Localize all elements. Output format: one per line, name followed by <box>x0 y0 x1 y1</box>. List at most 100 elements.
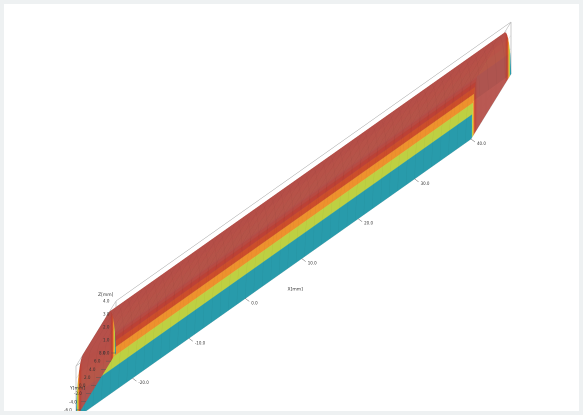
mesh-line <box>405 78 447 185</box>
surface-end-cap <box>472 102 473 138</box>
surface-end-cap <box>509 44 510 78</box>
surface-end-cap <box>111 312 112 362</box>
surface-end-cap <box>80 360 81 411</box>
surface-end-cap <box>494 48 495 102</box>
surface-end-cap <box>476 77 477 131</box>
surface-end-cap <box>88 344 89 399</box>
mesh-line <box>363 108 404 215</box>
surface-end-cap <box>488 57 489 112</box>
mesh-line <box>338 126 379 233</box>
x-tick-label: 20.0 <box>364 221 373 226</box>
surface-end-cap <box>106 315 107 370</box>
surface-end-cap <box>474 87 475 135</box>
surface-end-cap <box>107 314 108 368</box>
surface-end-cap <box>499 39 500 94</box>
surface-end-cap <box>481 69 482 123</box>
mesh-line <box>355 114 396 221</box>
mesh-line <box>168 245 210 353</box>
mesh-line <box>422 66 464 173</box>
surface-end-cap <box>483 65 484 120</box>
surface-end-cap <box>110 311 111 363</box>
surface-end-cap <box>496 44 497 99</box>
mesh-line <box>287 161 328 269</box>
y-tick-label: 8.0 <box>99 351 106 356</box>
surface-end-cap <box>79 366 80 411</box>
mesh-line <box>160 251 201 359</box>
mesh-line <box>236 197 277 305</box>
mesh-line <box>202 221 244 329</box>
surface-end-cap <box>101 323 102 378</box>
mesh-line <box>456 42 498 149</box>
surface-end-cap <box>100 325 101 379</box>
mesh-line <box>245 191 286 299</box>
y-tick-label: 2.0 <box>84 375 91 380</box>
mesh-line <box>228 203 269 311</box>
x-tick-mark <box>414 178 419 183</box>
surface-end-cap <box>86 348 87 402</box>
surface-end-cap <box>503 33 504 87</box>
mesh-line <box>431 60 472 167</box>
x-tick-label: -20.0 <box>138 380 149 385</box>
x-tick-mark <box>132 377 137 382</box>
z-tick-label: 1.0 <box>103 338 110 343</box>
z-tick-label: 3.0 <box>103 312 110 317</box>
mesh-line <box>84 305 125 411</box>
surface-end-cap <box>495 46 496 100</box>
x-tick-label: 40.0 <box>477 141 486 146</box>
mesh-line <box>448 48 489 155</box>
mesh-line <box>346 120 388 227</box>
surface-end-cap <box>473 94 474 136</box>
mesh-line <box>76 311 117 411</box>
surface-end-cap <box>81 356 82 410</box>
mesh-line <box>372 102 413 209</box>
x-tick-mark <box>245 298 250 302</box>
surface-end-cap <box>492 51 493 105</box>
surface-end-cap <box>105 317 106 371</box>
mesh-line <box>270 173 311 281</box>
z-tick-label: 2.0 <box>103 325 110 330</box>
surface-end-cap <box>96 331 97 386</box>
surface-end-cap <box>482 67 483 122</box>
mesh-line <box>312 143 354 251</box>
mesh-line <box>109 287 151 395</box>
surface-end-cap <box>94 335 95 389</box>
mesh-line <box>92 299 134 407</box>
surface-end-cap <box>108 312 109 366</box>
surface-end-cap <box>77 381 78 411</box>
surface-end-cap <box>87 346 88 401</box>
x-tick-label: 30.0 <box>421 181 430 186</box>
mesh-line <box>414 72 455 179</box>
x-tick-mark <box>357 218 363 222</box>
surface-end-cap <box>92 338 93 392</box>
mesh-line <box>253 185 294 293</box>
surface-end-cap <box>480 70 481 125</box>
surface-end-cap <box>508 38 509 79</box>
mesh-line <box>219 209 261 317</box>
mesh-line <box>194 227 235 335</box>
surface <box>76 32 512 411</box>
x-tick-label: 0.0 <box>251 300 258 305</box>
x-tick-mark <box>188 338 194 342</box>
surface-end-cap <box>90 341 91 396</box>
z-tick-label: 0.0 <box>103 351 110 356</box>
mesh-line <box>295 155 337 263</box>
surface-end-cap <box>479 72 480 126</box>
surface-end-cap <box>471 114 472 139</box>
mesh-line <box>278 167 320 275</box>
y-tick-label: 0.0 <box>79 383 86 388</box>
surface-end-cap <box>98 328 99 383</box>
surface-end-cap <box>502 35 503 89</box>
surface-end-cap <box>103 320 104 375</box>
surface-end-cap <box>505 32 506 84</box>
box-edge <box>115 21 512 302</box>
surface-end-cap <box>478 74 479 128</box>
y-axis-label: Y[mm] <box>69 386 85 392</box>
surface-end-cap <box>493 49 494 104</box>
mesh-line <box>380 96 421 203</box>
x-tick-mark <box>470 138 476 143</box>
mesh-line <box>465 36 506 143</box>
surface-end-cap <box>497 43 498 97</box>
surface-end-cap <box>489 56 490 110</box>
surface-end-cap <box>102 322 103 376</box>
surface-end-cap <box>491 52 492 107</box>
